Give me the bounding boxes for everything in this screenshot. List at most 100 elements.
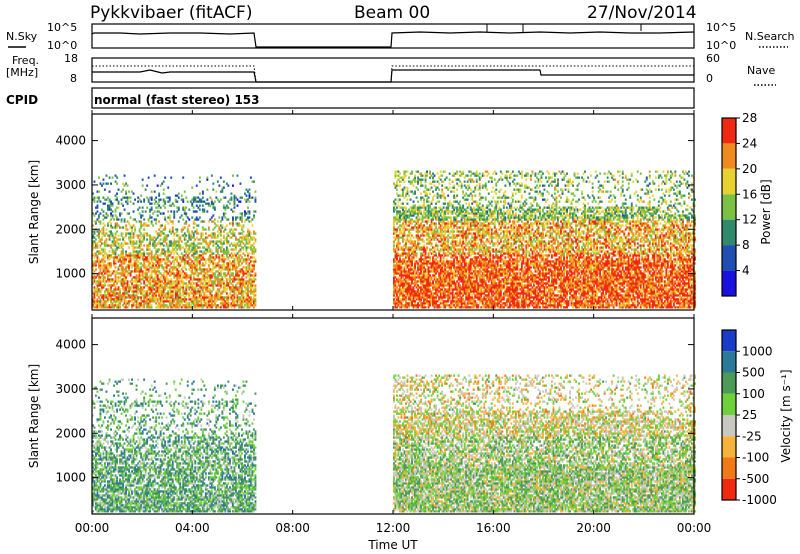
heatmap-cell <box>445 294 448 297</box>
heatmap-cell <box>409 296 412 299</box>
heatmap-cell <box>179 238 182 241</box>
heatmap-cell <box>451 274 454 277</box>
heatmap-cell <box>144 256 147 259</box>
heatmap-cell <box>180 282 183 285</box>
heatmap-cell <box>400 268 403 271</box>
heatmap-cell <box>164 240 167 243</box>
heatmap-cell <box>219 266 222 269</box>
nave-trace <box>92 65 694 83</box>
heatmap-cell <box>98 266 100 269</box>
heatmap-cell <box>427 236 430 239</box>
heatmap-cell <box>423 206 425 209</box>
heatmap-cell <box>165 286 168 289</box>
heatmap-cell <box>132 290 135 293</box>
heatmap-cell <box>177 278 180 281</box>
heatmap-cell <box>164 260 167 263</box>
heatmap-cell <box>433 238 436 241</box>
heatmap-cell <box>242 294 245 297</box>
heatmap-cell <box>159 304 162 307</box>
heatmap-cell <box>206 276 209 279</box>
heatmap-cell <box>396 294 398 297</box>
heatmap-cell <box>236 300 239 303</box>
heatmap-cell <box>198 204 201 207</box>
heatmap-cell <box>396 298 398 301</box>
heatmap-cell <box>427 286 430 289</box>
heatmap-cell <box>415 276 418 279</box>
heatmap-cell <box>123 240 126 243</box>
heatmap-cell <box>146 184 149 187</box>
heatmap-cell <box>99 250 102 253</box>
heatmap-cell <box>245 300 248 303</box>
heatmap-cell <box>439 178 442 181</box>
heatmap-cell <box>242 292 245 295</box>
heatmap-cell <box>195 260 198 263</box>
heatmap-cell <box>122 282 124 285</box>
heatmap-cell <box>143 218 146 221</box>
heatmap-cell <box>195 268 198 271</box>
heatmap-cell <box>423 190 425 193</box>
heatmap-cell <box>150 250 153 253</box>
heatmap-cell <box>236 252 239 255</box>
heatmap-cell <box>141 294 144 297</box>
heatmap-cell <box>411 212 413 215</box>
heatmap-cell <box>247 190 249 193</box>
heatmap-cell <box>439 214 442 217</box>
heatmap-cell <box>99 302 102 305</box>
heatmap-cell <box>120 262 123 265</box>
heatmap-cell <box>218 268 221 271</box>
heatmap-cell <box>168 250 171 253</box>
heatmap-cell <box>191 232 194 235</box>
heatmap-cell <box>159 244 162 247</box>
heatmap-cell <box>152 296 155 299</box>
heatmap-cell <box>98 250 100 253</box>
heatmap-cell <box>444 196 447 199</box>
heatmap-cell <box>213 274 216 277</box>
heatmap-cell <box>229 254 231 257</box>
heatmap-cell <box>441 254 444 257</box>
heatmap-cell <box>405 192 407 195</box>
heatmap-cell <box>396 256 398 259</box>
heatmap-cell <box>179 304 182 307</box>
heatmap-cell <box>201 306 204 309</box>
heatmap-cell <box>140 242 143 245</box>
heatmap-cell <box>111 292 114 295</box>
heatmap-cell <box>137 250 140 253</box>
heatmap-cell <box>111 284 114 287</box>
heatmap-cell <box>394 208 397 211</box>
heatmap-cell <box>418 242 421 245</box>
heatmap-cell <box>251 180 254 183</box>
heatmap-cell <box>155 238 158 241</box>
heatmap-cell <box>227 296 230 299</box>
heatmap-cell <box>114 242 117 245</box>
heatmap-cell <box>209 256 212 259</box>
heatmap-cell <box>409 286 412 289</box>
heatmap-cell <box>423 298 425 301</box>
heatmap-cell <box>399 306 401 309</box>
heatmap-cell <box>188 262 191 265</box>
heatmap-cell <box>201 282 204 285</box>
heatmap-cell <box>105 270 108 273</box>
heatmap-cell <box>147 224 150 227</box>
heatmap-cell <box>227 282 230 285</box>
heatmap-cell <box>198 304 201 307</box>
heatmap-cell <box>102 228 105 231</box>
heatmap-cell <box>197 292 200 295</box>
heatmap-cell <box>195 196 198 199</box>
heatmap-cell <box>423 204 425 207</box>
heatmap-cell <box>162 302 165 305</box>
heatmap-cell <box>173 280 176 283</box>
heatmap-cell <box>244 254 246 257</box>
heatmap-cell <box>102 230 105 233</box>
heatmap-cell <box>125 252 127 255</box>
heatmap-cell <box>129 234 132 237</box>
heatmap-cell <box>125 286 127 289</box>
heatmap-cell <box>444 202 447 205</box>
heatmap-cell <box>403 272 406 275</box>
heatmap-cell <box>403 188 406 191</box>
heatmap-cell <box>409 262 412 265</box>
heatmap-cell <box>447 242 450 245</box>
heatmap-cell <box>119 272 121 275</box>
heatmap-cell <box>238 286 240 289</box>
heatmap-cell <box>427 294 430 297</box>
heatmap-cell <box>216 244 219 247</box>
